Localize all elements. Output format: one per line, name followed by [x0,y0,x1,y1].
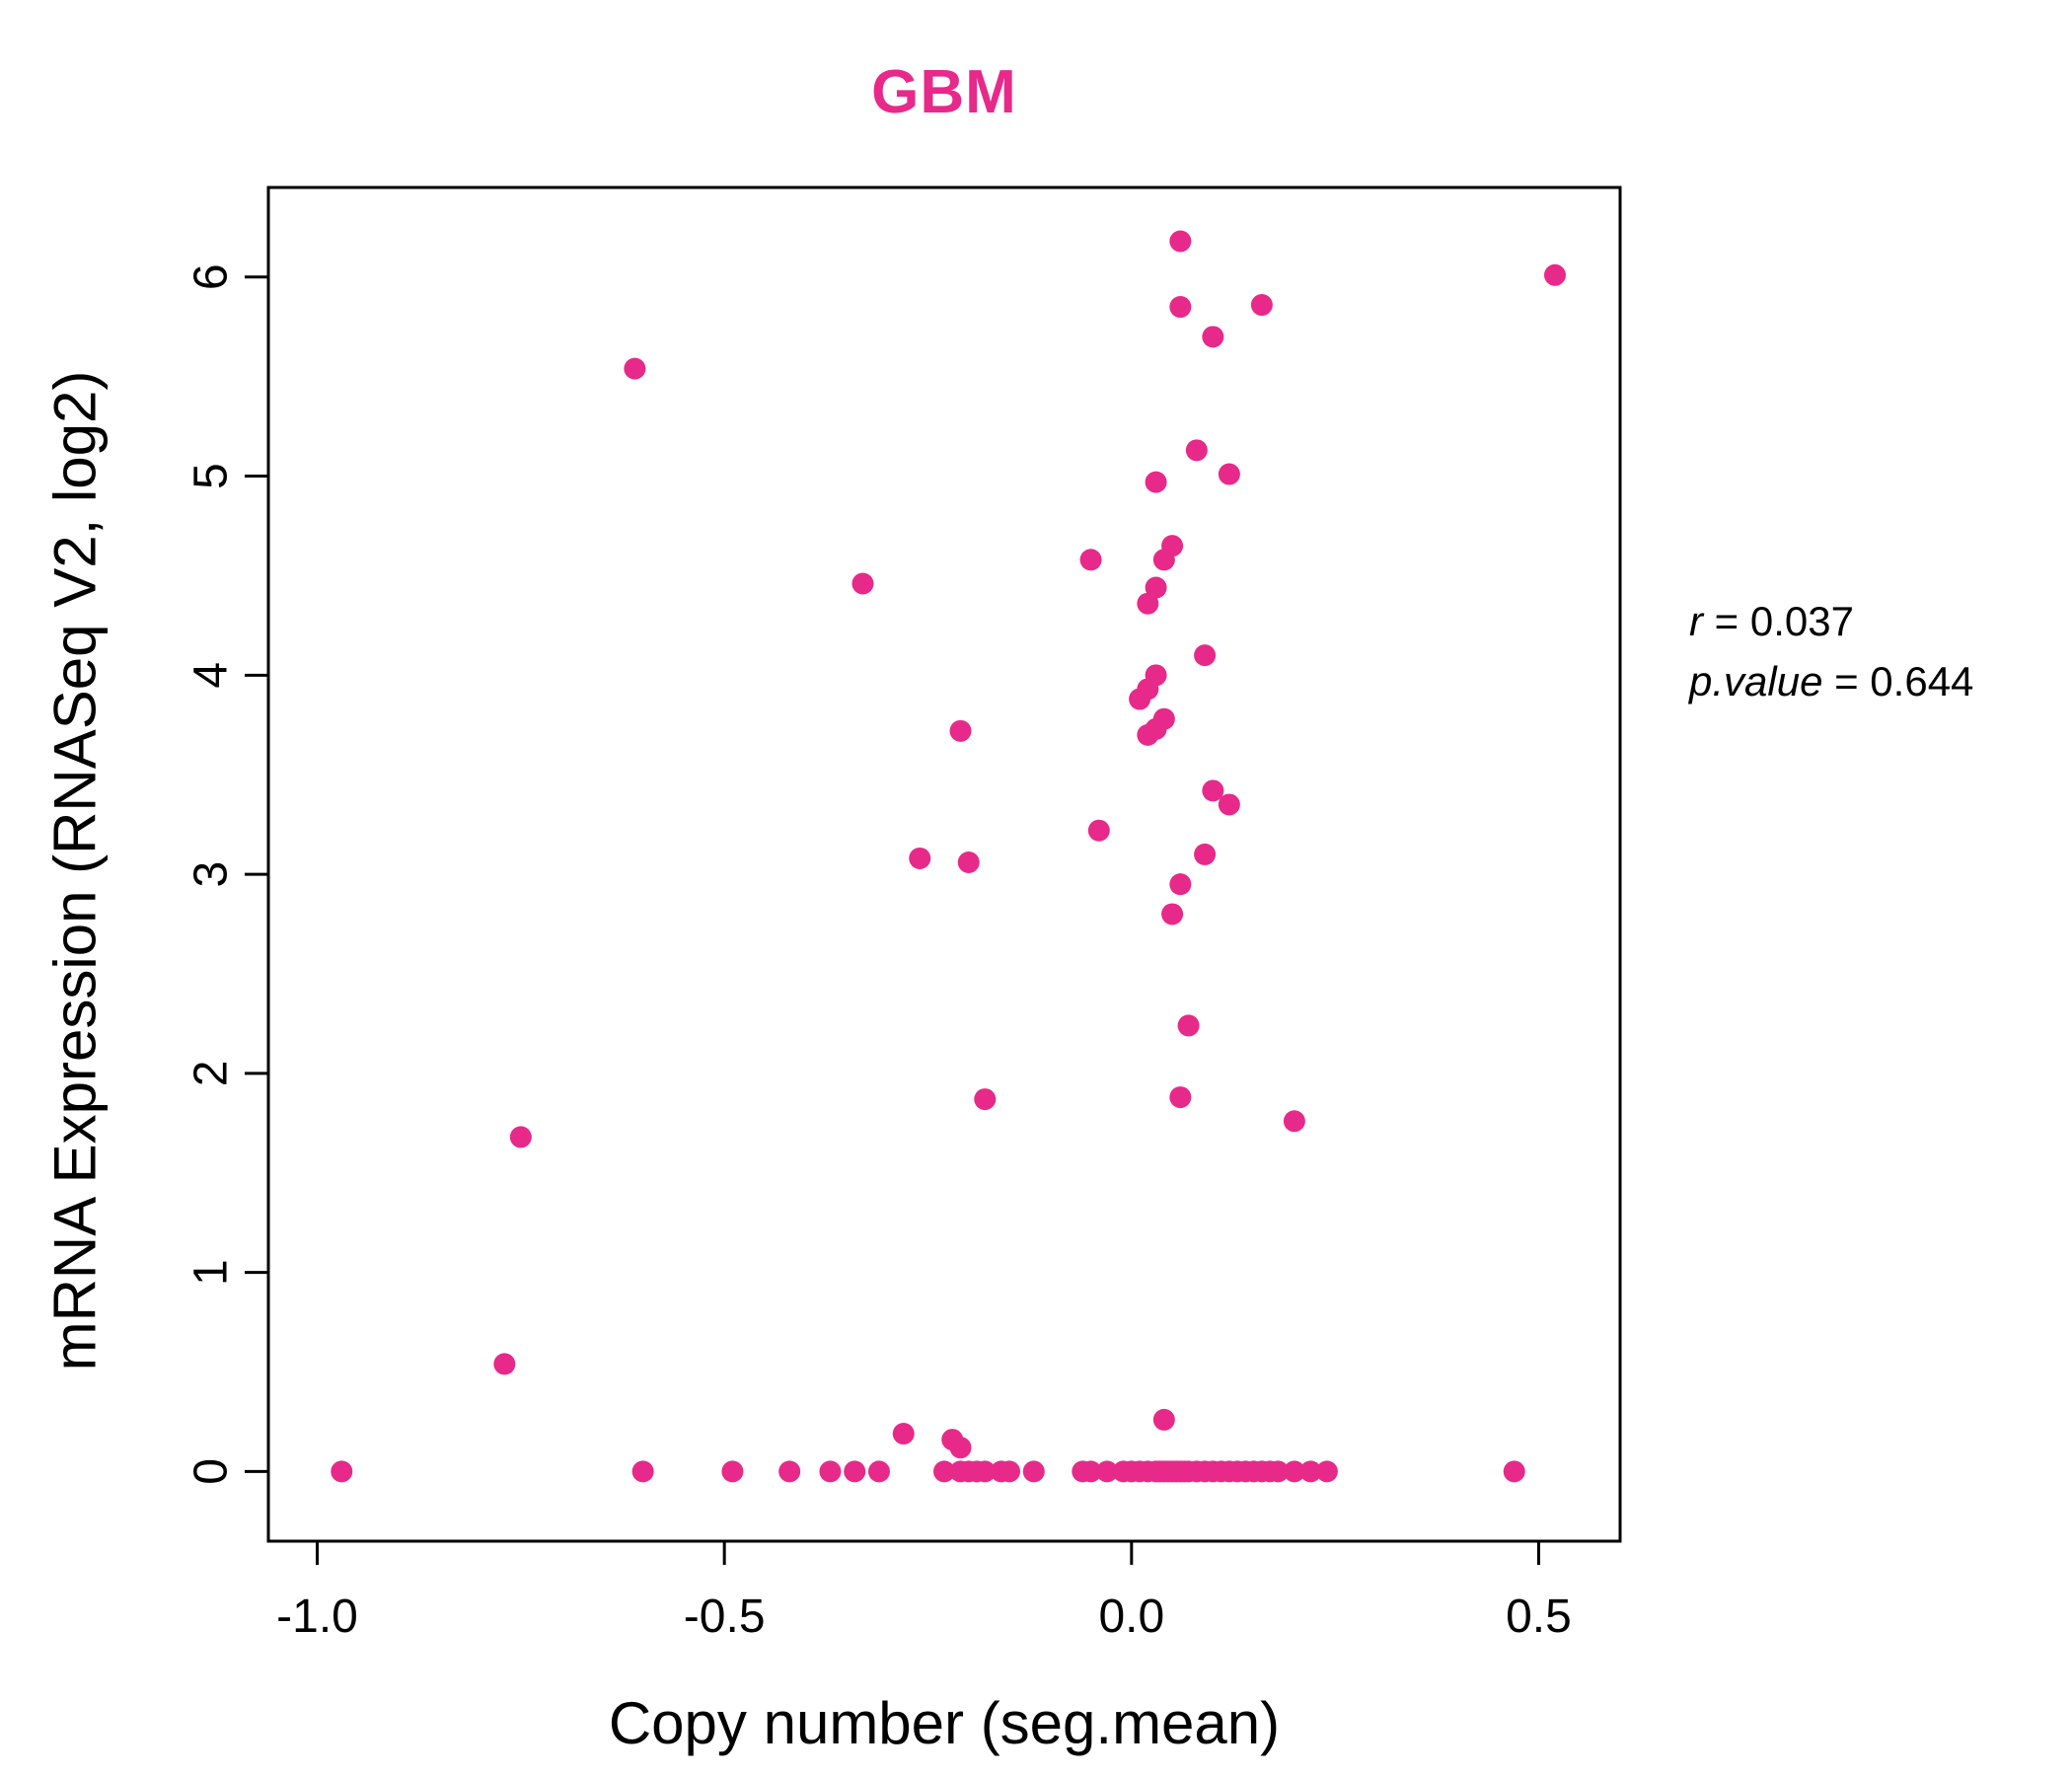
data-point [1185,439,1208,462]
data-point [1169,1086,1192,1109]
y-tick-label: 1 [185,1259,238,1286]
y-axis-label: mRNA Expression (RNASeq V2, log2) [41,370,109,1371]
data-point [1250,294,1273,317]
data-point [509,1126,532,1148]
x-tick-label: 0.5 [1506,1591,1572,1643]
y-tick-label: 2 [185,1061,238,1087]
data-point [331,1460,353,1483]
data-point [1315,1460,1338,1483]
data-point [1218,793,1240,816]
data-point [1129,688,1151,710]
data-point [974,1088,997,1111]
data-point [1145,471,1167,493]
data-point [493,1353,516,1375]
scatter-points [331,230,1566,1483]
data-point [1283,1110,1305,1133]
x-tick-label: -1.0 [276,1591,358,1643]
y-tick-label: 6 [185,263,238,290]
data-point [851,572,874,595]
data-point [1152,549,1175,571]
data-point [1022,1460,1045,1483]
data-point [1194,843,1217,865]
data-point [844,1460,866,1483]
data-point [974,1460,997,1483]
data-point [1194,644,1217,667]
data-point [1169,296,1192,319]
data-point [1152,1408,1175,1431]
data-point [1137,723,1159,746]
stat-pvalue-label: p.value [1689,657,1823,704]
y-tick-label: 3 [185,861,238,888]
stat-r-value: = 0.037 [1703,598,1854,644]
data-point [1161,903,1184,925]
data-point [1218,463,1240,485]
data-point [949,719,972,742]
y-tick-label: 5 [185,463,238,489]
data-point [1503,1460,1525,1483]
data-point [819,1460,842,1483]
data-point [957,851,980,873]
data-point [631,1460,654,1483]
data-point [1299,1460,1322,1483]
data-point [1169,873,1192,896]
stats-annotation: r = 0.037 p.value = 0.644 [1689,592,1973,712]
stat-r-label: r [1689,598,1703,644]
data-point [1202,779,1224,802]
data-point [1543,263,1566,286]
data-point [867,1460,890,1483]
y-tick-label: 0 [185,1458,238,1485]
data-point [949,1437,972,1459]
data-point [1177,1014,1200,1037]
plot-border [266,185,1622,1543]
chart-title: GBM [871,58,1017,126]
data-point [909,847,931,869]
data-point [1169,230,1192,253]
x-tick-label: 0.0 [1098,1591,1164,1643]
x-tick-label: -0.5 [684,1591,766,1643]
data-point [1137,592,1159,615]
stat-pvalue-value: = 0.644 [1822,657,1974,704]
data-point [721,1460,744,1483]
data-point [892,1423,915,1445]
stat-r: r = 0.037 [1689,592,1973,652]
data-point [1079,1460,1102,1483]
stat-pvalue: p.value = 0.644 [1689,652,1973,712]
data-point [999,1460,1021,1483]
x-axis-label: Copy number (seg.mean) [608,1690,1281,1756]
data-point [1202,326,1224,348]
data-point [1087,819,1110,842]
data-point [1283,1460,1305,1483]
data-point [778,1460,801,1483]
y-tick-label: 4 [185,662,238,689]
data-point [1079,549,1102,571]
data-point [624,357,646,380]
data-point [1267,1460,1290,1483]
data-point [1096,1460,1119,1483]
data-point [933,1460,955,1483]
